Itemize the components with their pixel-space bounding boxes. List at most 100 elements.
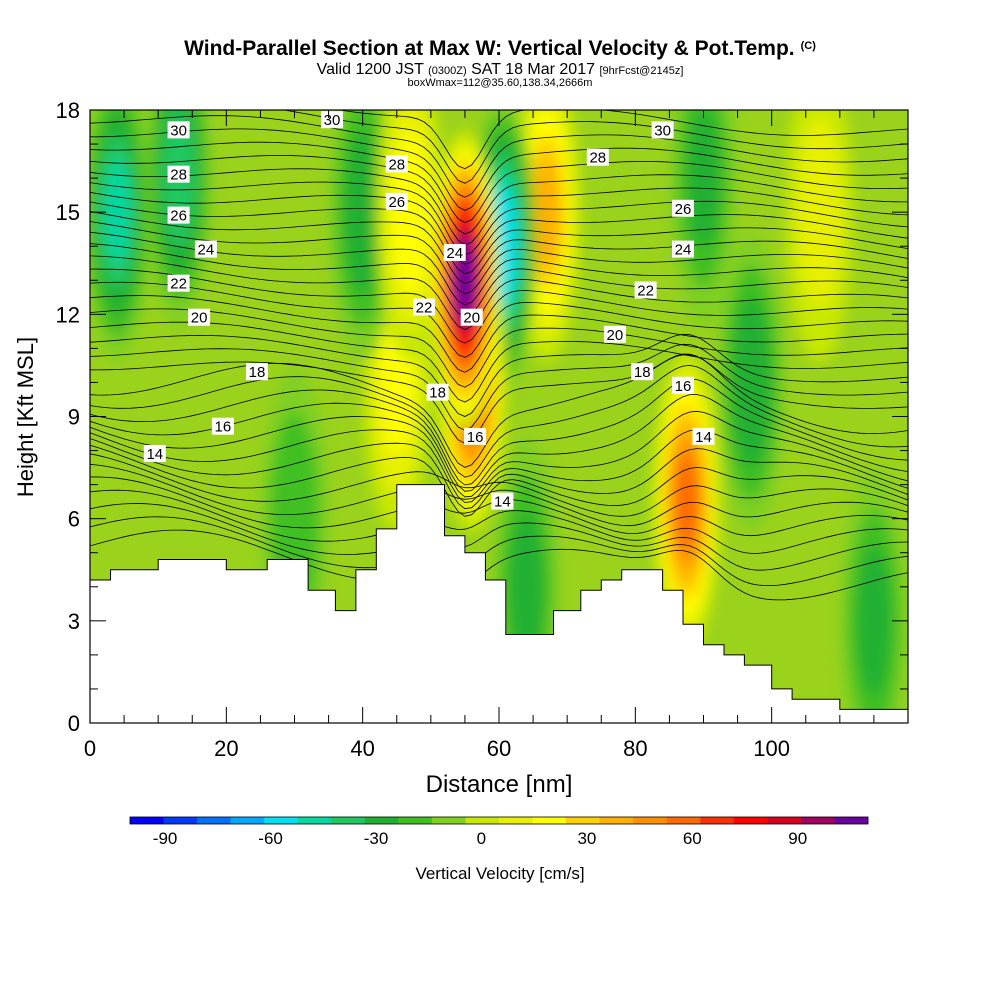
x-tick-label: 80 — [623, 736, 647, 761]
isentrope-line — [90, 444, 908, 517]
colorbar-cells — [129, 816, 869, 825]
theta-label-text: 28 — [589, 150, 606, 167]
isentrope-line — [90, 503, 908, 571]
theta-label-bg — [194, 240, 217, 258]
isentrope-line — [90, 353, 908, 468]
colorbar-tick-label: -30 — [364, 829, 389, 848]
colorbar-cell — [566, 817, 600, 824]
colorbar-cell — [431, 817, 466, 824]
theta-label-bg — [692, 427, 715, 445]
colorbar-cell — [666, 817, 701, 824]
theta-label: 22 — [413, 298, 435, 317]
colorbar-cell — [197, 817, 231, 824]
theta-label: 28 — [385, 155, 408, 174]
theta-label: 20 — [603, 325, 626, 344]
theta-label: 24 — [672, 240, 694, 259]
theta-label-bg — [460, 308, 483, 326]
theta-label: 14 — [491, 492, 514, 511]
theta-label-text: 24 — [446, 245, 463, 262]
terrain — [90, 484, 908, 723]
colorbar-cell — [499, 817, 533, 824]
colorbar-cell — [230, 817, 265, 824]
theta-label-text: 16 — [467, 429, 484, 446]
theta-label-bg — [651, 121, 674, 139]
isentrope-line — [90, 308, 908, 388]
colorbar-cell — [364, 817, 399, 824]
isentrope-line — [90, 343, 908, 431]
isentrope-line — [90, 516, 908, 586]
theta-label-text: 14 — [695, 429, 712, 446]
theta-label-bg — [246, 363, 268, 381]
isentrope-line — [90, 364, 908, 478]
theta-label-bg — [211, 417, 234, 435]
theta-label-bg — [167, 121, 190, 139]
velocity-cell — [839, 470, 908, 723]
velocity-contour-band — [104, 158, 131, 267]
colorbar-cell — [700, 817, 735, 824]
theta-label-text: 14 — [146, 446, 163, 463]
theta-label: 18 — [631, 363, 654, 381]
colorbar-cell — [163, 817, 198, 824]
theta-label: 24 — [443, 244, 466, 262]
colorbar-cell — [800, 817, 835, 824]
theta-label-bg — [634, 281, 657, 299]
theta-label-text: 26 — [675, 201, 692, 218]
y-tick-label: 15 — [56, 200, 80, 225]
theta-label: 30 — [167, 121, 190, 139]
theta-label-bg — [672, 199, 694, 217]
isentrope-line — [90, 128, 908, 211]
theta-label-text: 28 — [170, 167, 187, 184]
isentrope-line — [90, 243, 908, 318]
theta-label: 24 — [194, 240, 217, 259]
theta-label-bg — [426, 383, 449, 401]
theta-label: 14 — [692, 427, 715, 446]
colorbar-tick-label: -90 — [153, 829, 178, 848]
colorbar-cell — [532, 817, 567, 824]
theta-label: 26 — [672, 199, 694, 218]
isentrope-line — [90, 168, 908, 246]
velocity-contour-band — [508, 511, 545, 662]
colorbar-tick-label: 60 — [683, 829, 702, 848]
colorbar-cell — [264, 817, 299, 824]
theta-label-text: 26 — [170, 208, 187, 225]
theta-label-text: 22 — [170, 276, 187, 293]
theta-label-text: 28 — [388, 157, 405, 174]
theta-label-bg — [167, 274, 190, 292]
x-tick-label: 60 — [487, 736, 511, 761]
valid-time: Valid 1200 JST — [316, 61, 424, 78]
theta-label-text: 22 — [416, 300, 433, 317]
theta-label-text: 20 — [463, 310, 480, 327]
y-tick-label: 3 — [68, 609, 80, 634]
theta-label-bg — [167, 206, 190, 224]
isentrope-line — [90, 378, 908, 486]
colorbar-cell — [297, 817, 332, 824]
theta-label: 30 — [321, 111, 343, 129]
y-tick-label: 12 — [56, 302, 80, 327]
isentrope-line — [90, 191, 908, 265]
theta-label: 20 — [460, 308, 483, 327]
colorbar-title: Vertical Velocity [cm/s] — [415, 864, 585, 883]
theta-label-bg — [143, 445, 166, 462]
isentrope-line — [90, 453, 908, 517]
isentrope-line — [90, 211, 908, 284]
theta-label: 20 — [188, 308, 211, 327]
velocity-cell — [717, 232, 786, 533]
theta-label: 28 — [167, 165, 190, 184]
colorbar-cell — [633, 817, 668, 824]
theta-label-text: 24 — [675, 242, 692, 259]
theta-label-bg — [672, 376, 694, 394]
y-tick-label: 0 — [68, 711, 80, 736]
isentrope-line — [90, 333, 908, 417]
isentrope-line — [90, 354, 908, 444]
y-axis-label: Height [Kft MSL] — [13, 337, 38, 497]
x-tick-label: 40 — [350, 736, 374, 761]
isentrope-line — [90, 463, 908, 527]
colorbar-cell — [398, 817, 433, 824]
x-tick-label: 20 — [214, 736, 238, 761]
colorbar-cell — [331, 817, 366, 824]
theta-label-bg — [443, 244, 466, 261]
chart-title-main: Wind-Parallel Section at Max W: Vertical… — [184, 37, 795, 60]
velocity-contour-band — [674, 454, 699, 549]
colorbar-frame — [129, 816, 869, 825]
